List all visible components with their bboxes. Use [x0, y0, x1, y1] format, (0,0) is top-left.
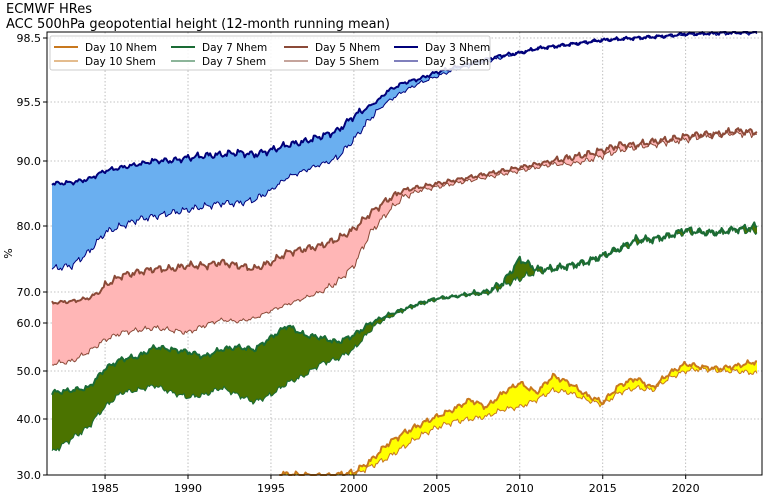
line-day-3-nhem	[51, 31, 757, 186]
y-tick-label: 70.0	[17, 286, 42, 299]
x-tick-label: 1985	[91, 482, 119, 495]
legend-label: Day 5 Shem	[315, 56, 379, 68]
y-tick-label: 30.0	[17, 469, 42, 482]
y-tick-label: 95.5	[17, 96, 42, 109]
legend-label: Day 3 Shem	[425, 56, 489, 68]
chart-title: ECMWF HRes	[6, 2, 92, 17]
axis-ticks: 1985 1990 1995 2000 2005 2010 2015 2020 30.0 40.0…	[17, 32, 700, 495]
x-tick-label: 1995	[257, 482, 285, 495]
legend-label: Day 10 Nhem	[85, 42, 157, 54]
grid-lines	[47, 32, 762, 476]
x-tick-label: 1990	[174, 482, 202, 495]
fill-day-10	[279, 360, 757, 475]
legend-label: Day 10 Shem	[85, 56, 156, 68]
legend-label: Day 5 Nhem	[315, 42, 380, 54]
line-day-3-shem	[51, 31, 758, 271]
legend-label: Day 7 Shem	[202, 56, 266, 68]
line-day-10-nhem	[279, 359, 757, 476]
hemisphere-fills	[52, 32, 757, 475]
legend-label: Day 3 Nhem	[425, 42, 490, 54]
x-tick-label: 2000	[340, 482, 368, 495]
chart-subtitle: ACC 500hPa geopotential height (12-month…	[6, 17, 390, 32]
fill-day-5	[52, 128, 757, 366]
x-tick-label: 2010	[506, 482, 534, 495]
y-axis-label: %	[2, 248, 15, 258]
y-tick-label: 90.0	[17, 155, 42, 168]
line-day-10-shem	[279, 366, 758, 476]
y-tick-label: 98.5	[17, 32, 42, 45]
x-tick-label: 2020	[672, 482, 700, 495]
legend: Day 10 Nhem Day 10 Shem Day 7 Nhem Day 7 Sh…	[49, 35, 491, 71]
y-tick-label: 50.0	[17, 365, 42, 378]
legend-label: Day 7 Nhem	[202, 42, 267, 54]
fill-day-7	[52, 222, 757, 451]
x-tick-label: 2005	[423, 482, 451, 495]
y-tick-label: 40.0	[17, 413, 42, 426]
x-tick-label: 2015	[589, 482, 617, 495]
legend-box	[49, 35, 491, 71]
y-tick-label: 60.0	[17, 317, 42, 330]
line-day-5-shem	[51, 128, 757, 366]
y-tick-label: 80.0	[17, 220, 42, 233]
series-lines	[51, 31, 758, 476]
plot-frame	[46, 31, 763, 476]
line-day-7-shem	[51, 226, 758, 452]
